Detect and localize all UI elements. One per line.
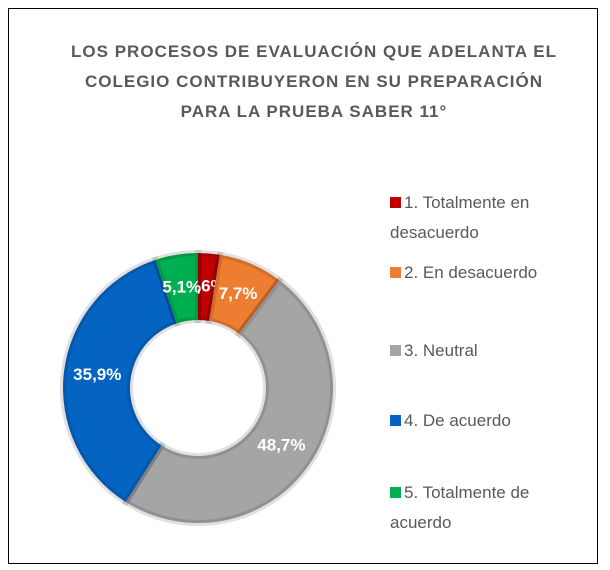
legend-label: 2. En desacuerdo xyxy=(404,263,538,282)
legend-label: 4. De acuerdo xyxy=(404,411,511,430)
donut-slice xyxy=(121,276,336,526)
legend-swatch xyxy=(390,197,401,208)
data-label: 35,9% xyxy=(73,365,121,384)
legend-label: 3. Neutral xyxy=(404,341,478,360)
legend-item: 3. Neutral xyxy=(390,336,590,366)
legend-label: 1. Totalmente en desacuerdo xyxy=(390,193,530,242)
legend-item: 5. Totalmente de acuerdo xyxy=(390,478,590,538)
legend-swatch xyxy=(390,415,401,426)
donut-slice xyxy=(151,249,201,328)
legend-item: 1. Totalmente en desacuerdo xyxy=(390,188,590,248)
legend-item: 4. De acuerdo xyxy=(390,406,590,436)
chart-title: LOS PROCESOS DE EVALUACIÓN QUE ADELANTA … xyxy=(71,42,557,121)
legend-item: 2. En desacuerdo xyxy=(390,258,590,288)
legend-swatch xyxy=(390,267,401,278)
legend-swatch xyxy=(390,345,401,356)
legend-swatch xyxy=(390,487,401,498)
legend-label: 5. Totalmente de acuerdo xyxy=(390,483,530,532)
data-label: 5,1% xyxy=(162,277,201,296)
data-label: 48,7% xyxy=(257,435,305,454)
donut-slice xyxy=(205,251,284,338)
data-label: 7,7% xyxy=(219,284,258,303)
donut-slice xyxy=(195,249,224,325)
donut-slice xyxy=(60,256,181,507)
